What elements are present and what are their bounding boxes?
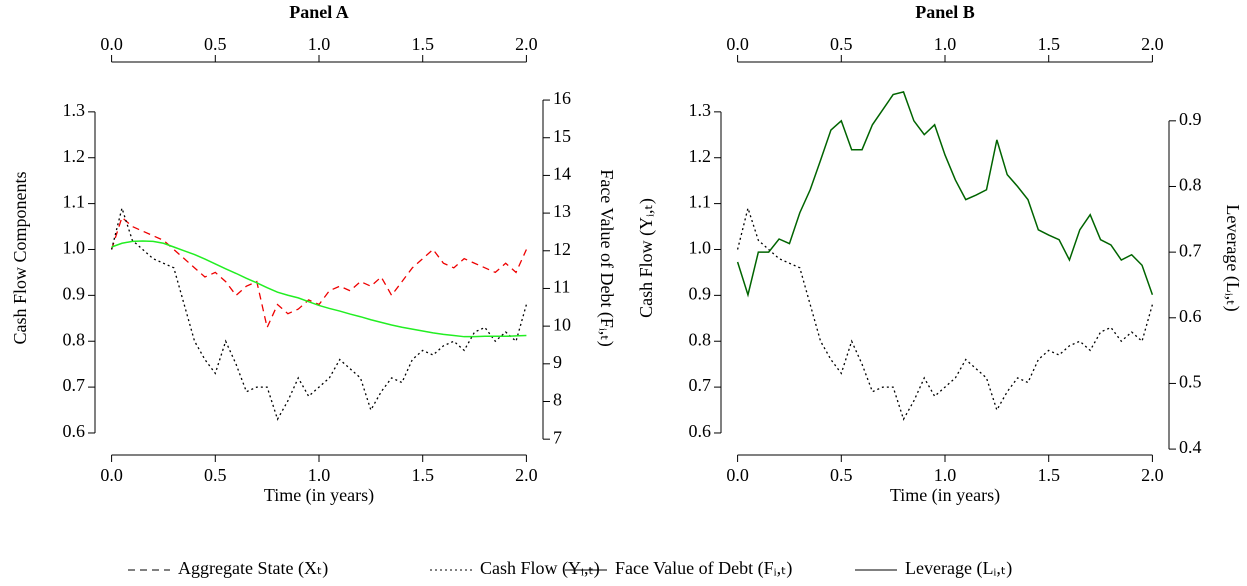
y2-tick-label: 12 xyxy=(553,239,571,259)
y-tick-label: 0.9 xyxy=(689,283,712,303)
x-tick-label: 0.5 xyxy=(830,465,853,485)
x-tick-label: 2.0 xyxy=(515,34,538,54)
y2-axis-label: Leverage (Lᵢ,ₜ) xyxy=(1222,204,1243,311)
legend-label: Leverage (Lᵢ,ₜ) xyxy=(905,558,1012,579)
x-tick-label: 0.0 xyxy=(726,465,749,485)
y2-tick-label: 9 xyxy=(553,352,562,372)
y-tick-label: 0.9 xyxy=(63,283,86,303)
y2-tick-label: 0.7 xyxy=(1179,240,1202,260)
y-tick-label: 1.2 xyxy=(689,146,712,166)
x-tick-label: 2.0 xyxy=(1141,34,1164,54)
panel-title: Panel A xyxy=(289,2,349,22)
y-tick-label: 0.8 xyxy=(689,329,712,349)
y-tick-label: 0.7 xyxy=(689,375,712,395)
x-tick-label: 1.0 xyxy=(308,465,331,485)
x-tick-label: 0.5 xyxy=(204,34,227,54)
x-tick-label: 1.5 xyxy=(411,34,434,54)
series-line xyxy=(110,216,527,330)
y-axis-label: Cash Flow (Yᵢ,ₜ) xyxy=(636,198,657,318)
x-tick-label: 0.0 xyxy=(100,465,123,485)
y-tick-label: 1.2 xyxy=(63,146,86,166)
y2-tick-label: 0.5 xyxy=(1179,372,1202,392)
y2-tick-label: 0.4 xyxy=(1179,437,1202,457)
x-tick-label: 1.5 xyxy=(411,465,434,485)
series-line xyxy=(736,205,1154,421)
x-tick-label: 0.0 xyxy=(100,34,123,54)
x-tick-label: 1.5 xyxy=(1037,34,1060,54)
y2-tick-label: 14 xyxy=(553,164,571,184)
x-tick-label: 0.5 xyxy=(204,465,227,485)
y-tick-label: 1.3 xyxy=(689,100,712,120)
x-axis-label: Time (in years) xyxy=(890,485,1000,506)
x-tick-label: 0.0 xyxy=(726,34,749,54)
y2-tick-label: 0.9 xyxy=(1179,109,1202,129)
series-line xyxy=(110,205,528,421)
y2-tick-label: 11 xyxy=(553,277,570,297)
y-tick-label: 0.8 xyxy=(63,329,86,349)
legend-label: Cash Flow (Yᵢ,ₜ) xyxy=(480,558,600,579)
y2-tick-label: 10 xyxy=(553,314,571,334)
y-tick-label: 1.1 xyxy=(63,192,86,212)
y2-tick-label: 8 xyxy=(553,390,562,410)
x-tick-label: 2.0 xyxy=(515,465,538,485)
x-tick-label: 1.0 xyxy=(308,34,331,54)
series-line xyxy=(111,240,527,338)
series-line xyxy=(736,91,1154,298)
x-tick-label: 1.5 xyxy=(1037,465,1060,485)
y2-tick-label: 0.6 xyxy=(1179,306,1202,326)
y2-tick-label: 0.8 xyxy=(1179,175,1202,195)
legend-label: Aggregate State (Xₜ) xyxy=(178,558,328,579)
x-tick-label: 1.0 xyxy=(934,34,957,54)
y-axis-label: Cash Flow Components xyxy=(10,171,30,344)
y2-tick-label: 7 xyxy=(553,427,562,447)
y-tick-label: 1.1 xyxy=(689,192,712,212)
y-tick-label: 0.7 xyxy=(63,375,86,395)
x-tick-label: 2.0 xyxy=(1141,465,1164,485)
y-tick-label: 1.3 xyxy=(63,100,86,120)
y-tick-label: 0.6 xyxy=(689,421,712,441)
y-tick-label: 1.0 xyxy=(63,238,86,258)
y2-tick-label: 16 xyxy=(553,88,571,108)
x-axis-label: Time (in years) xyxy=(264,485,374,506)
legend-label: Face Value of Debt (Fᵢ,ₜ) xyxy=(615,558,792,579)
panel-title: Panel B xyxy=(915,2,975,22)
x-tick-label: 1.0 xyxy=(934,465,957,485)
y2-axis-label: Face Value of Debt (Fᵢ,ₜ) xyxy=(596,169,617,346)
y2-tick-label: 13 xyxy=(553,201,571,221)
y-tick-label: 0.6 xyxy=(63,421,86,441)
y-tick-label: 1.0 xyxy=(689,238,712,258)
x-tick-label: 0.5 xyxy=(830,34,853,54)
y2-tick-label: 15 xyxy=(553,126,571,146)
